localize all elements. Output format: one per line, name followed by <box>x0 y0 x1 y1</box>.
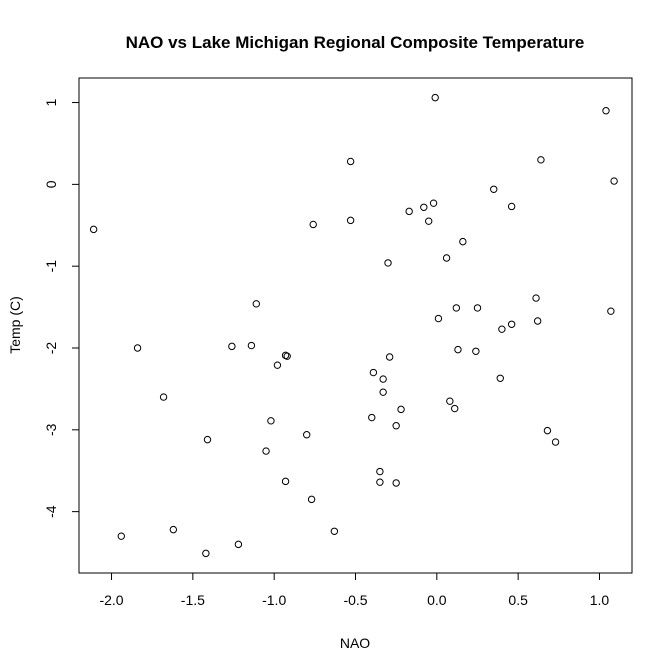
data-point <box>133 344 142 352</box>
data-point <box>392 422 400 430</box>
data-point <box>543 426 552 435</box>
data-point <box>551 438 560 446</box>
x-tick-label: 0.5 <box>508 592 528 608</box>
data-point <box>169 525 178 534</box>
data-point <box>429 199 438 207</box>
data-point <box>452 304 461 312</box>
y-tick-label: -2 <box>43 342 59 355</box>
data-point <box>309 220 317 229</box>
data-point <box>385 353 394 361</box>
x-tick-label: -0.5 <box>343 592 367 608</box>
data-point <box>203 435 212 444</box>
data-point <box>507 320 516 328</box>
data-point <box>602 107 610 115</box>
data-point <box>117 532 125 540</box>
data-point <box>532 294 540 302</box>
data-point <box>442 254 451 262</box>
data-point <box>247 341 256 350</box>
data-point <box>379 375 387 383</box>
data-point <box>369 368 378 377</box>
y-tick-label: 1 <box>43 98 59 106</box>
data-point <box>537 156 545 164</box>
x-tick-label: 0.0 <box>427 592 447 608</box>
data-point <box>281 477 290 486</box>
data-point <box>283 352 291 360</box>
data-point <box>392 479 400 487</box>
x-axis: -2.0 -1.5 -1.0 -0.5 0.0 0.5 1.0 <box>99 572 610 608</box>
data-point <box>379 388 387 396</box>
data-point <box>267 417 275 425</box>
data-point <box>262 447 270 455</box>
x-tick-label: -1.0 <box>262 592 286 608</box>
data-point <box>420 203 428 211</box>
data-point <box>496 374 504 382</box>
data-point <box>368 413 376 422</box>
data-point <box>533 317 542 325</box>
chart-title: NAO vs Lake Michigan Regional Composite … <box>126 33 585 52</box>
data-point <box>405 207 413 216</box>
x-tick-label: 1.0 <box>590 592 610 608</box>
y-tick-label: -1 <box>43 260 59 273</box>
x-axis-label: NAO <box>340 635 370 651</box>
x-tick-label: -1.5 <box>181 592 205 608</box>
data-point <box>397 405 405 414</box>
plot-frame <box>78 77 633 574</box>
data-point <box>434 314 443 323</box>
data-point <box>376 467 384 476</box>
data-point <box>610 177 618 185</box>
data-point <box>498 325 506 333</box>
data-point <box>446 397 454 405</box>
y-tick-label: -3 <box>43 423 59 436</box>
data-point <box>228 342 236 351</box>
data-point <box>303 431 311 439</box>
data-point <box>507 202 516 211</box>
data-point <box>451 404 459 413</box>
y-axis-label: Temp (C) <box>7 296 23 354</box>
data-point <box>454 345 462 354</box>
data-point <box>234 540 243 549</box>
data-point <box>431 93 439 102</box>
y-axis: -4 -3 -2 -1 0 1 <box>43 98 80 518</box>
data-point <box>490 185 498 193</box>
data-point <box>273 361 282 369</box>
data-point <box>384 259 392 267</box>
data-point <box>202 549 210 558</box>
data-point <box>159 393 168 401</box>
data-point <box>330 527 339 535</box>
data-point <box>89 225 98 234</box>
data-point <box>307 495 316 504</box>
data-points <box>89 93 618 558</box>
x-tick-label: -2.0 <box>99 592 123 608</box>
data-point <box>252 300 260 308</box>
data-point <box>472 347 480 355</box>
data-point <box>424 217 433 225</box>
y-tick-label: 0 <box>43 180 59 188</box>
y-tick-label: -4 <box>43 505 59 518</box>
data-point <box>607 307 615 315</box>
data-point <box>346 157 355 166</box>
data-point <box>459 237 467 246</box>
data-point <box>376 478 384 486</box>
data-point <box>346 216 355 225</box>
data-point <box>473 304 482 312</box>
